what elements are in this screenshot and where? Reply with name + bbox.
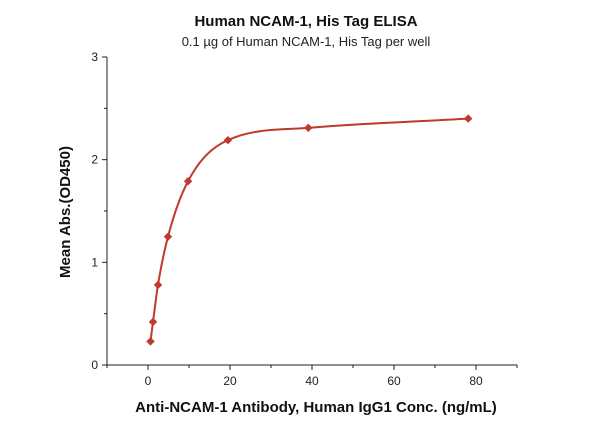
data-points [146,114,473,346]
x-tick-label: 20 [223,374,237,388]
y-axis-ticks: 0 1 2 3 [91,50,107,372]
y-tick-label: 0 [91,358,98,372]
data-point [153,280,163,290]
y-tick-label: 2 [91,153,98,167]
x-tick-label: 0 [145,374,152,388]
data-point [148,317,158,327]
fit-curve [149,117,469,342]
y-axis-label: Mean Abs.(OD450) [57,146,74,278]
fit-curve-layer [149,117,469,342]
data-point [183,177,193,186]
data-point [163,232,173,241]
x-axis-label: Anti-NCAM-1 Antibody, Human IgG1 Conc. (… [135,399,497,416]
y-tick-label: 3 [91,50,98,64]
data-point [304,123,313,133]
chart-title: Human NCAM-1, His Tag ELISA [194,13,417,30]
data-point [223,135,233,145]
x-tick-label: 80 [469,374,483,388]
x-tick-label: 60 [387,374,401,388]
x-tick-label: 40 [305,374,319,388]
y-tick-label: 1 [91,255,98,269]
axes [106,57,517,366]
chart-subtitle: 0.1 µg of Human NCAM-1, His Tag per well [182,34,431,49]
data-point [146,337,155,346]
data-point [464,114,473,123]
x-axis-ticks: 0 20 40 60 80 [106,365,518,388]
